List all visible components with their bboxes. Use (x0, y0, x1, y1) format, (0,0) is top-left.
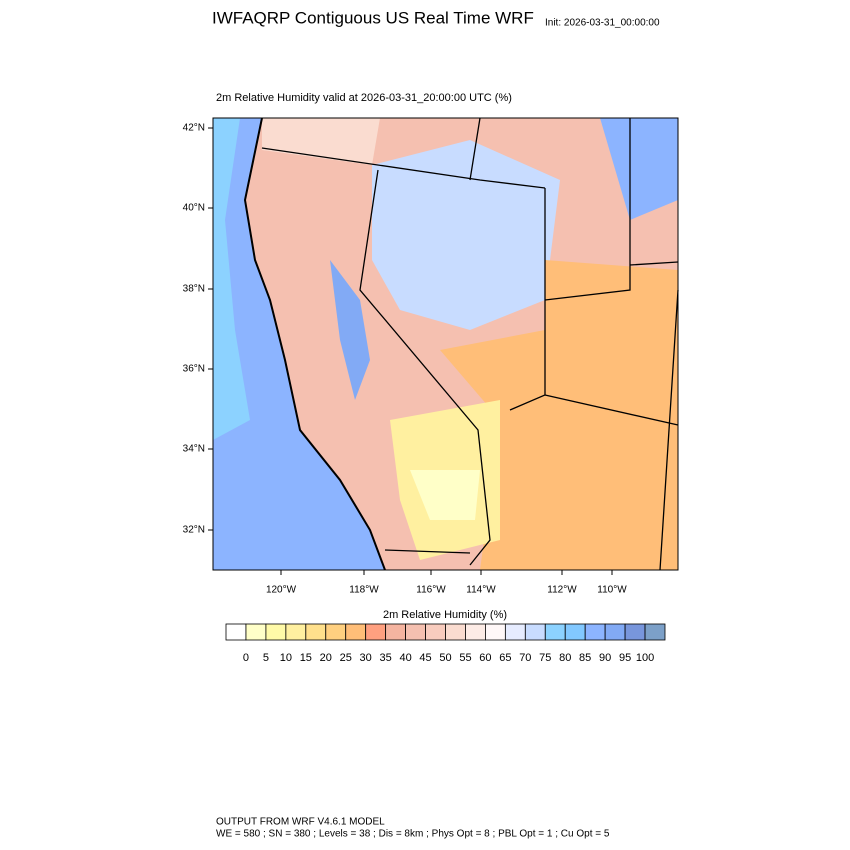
colorbar-label: 90 (599, 652, 611, 664)
colorbar-label: 25 (340, 652, 352, 664)
colorbar-label: 45 (419, 652, 431, 664)
colorbar-label: 50 (439, 652, 451, 664)
colorbar-label: 95 (619, 652, 631, 664)
lat-label: 42°N (183, 123, 205, 134)
ocean-far (213, 118, 385, 570)
sierra (330, 260, 370, 400)
colorbar-label: 80 (559, 652, 571, 664)
oregon (262, 118, 380, 165)
colorbar-box (345, 623, 367, 641)
lon-label: 112°W (547, 585, 577, 596)
lon-label: 114°W (466, 585, 496, 596)
colorbar-box (485, 623, 506, 641)
map (212, 117, 679, 571)
colorbar-label: 5 (263, 652, 269, 664)
colorbar-label: 0 (243, 652, 249, 664)
lon-label: 110°W (597, 585, 627, 596)
colorbar-title: 2m Relative Humidity (%) (383, 609, 507, 621)
ocean-near (213, 118, 250, 440)
boundaries (243, 117, 679, 571)
lat-label: 34°N (183, 444, 205, 455)
colorbar-label: 20 (320, 652, 332, 664)
title: IWFAQRP Contiguous US Real Time WRF (212, 8, 534, 27)
colorbar-box (465, 623, 486, 641)
lon-label: 120°W (266, 585, 297, 596)
lat-label: 36°N (183, 364, 205, 375)
colorbar-label: 30 (360, 652, 372, 664)
colorbar-box (405, 623, 426, 641)
colorbar-box (644, 623, 666, 641)
footer-line: WE = 580 ; SN = 380 ; Levels = 38 ; Dis … (216, 829, 610, 840)
colorbar-label: 15 (300, 652, 312, 664)
colorbar-label: 35 (380, 652, 392, 664)
colorbar-label: 85 (579, 652, 591, 664)
colorbar-box (305, 623, 327, 641)
lat-label: 32°N (183, 525, 205, 536)
footer-line: OUTPUT FROM WRF V4.6.1 MODEL (216, 817, 385, 828)
driest-region (410, 470, 480, 520)
colorbar-label: 60 (479, 652, 491, 664)
lat-label: 40°N (183, 203, 205, 214)
map-frame (212, 117, 679, 571)
colorbar-box (385, 623, 406, 641)
colorbar-box (225, 623, 247, 641)
colorbar-box (285, 623, 307, 641)
colorbar-label: 55 (459, 652, 471, 664)
colorbar-box (245, 623, 267, 641)
subtitle: 2m Relative Humidity valid at 2026-03-31… (216, 92, 512, 104)
colorbar-box (624, 623, 646, 641)
colorbar-box (265, 623, 287, 641)
colorbar-box (325, 623, 347, 641)
colorbar-box (604, 623, 626, 641)
lon-label: 118°W (349, 585, 379, 596)
colorbar-label: 75 (539, 652, 551, 664)
colorbar-box (544, 623, 566, 641)
colorbar-label: 40 (399, 652, 411, 664)
init-time: Init: 2026-03-31_00:00:00 (545, 18, 660, 29)
colorbar-box (524, 623, 546, 641)
colorbar-box (504, 623, 526, 641)
colorbar-label: 70 (519, 652, 531, 664)
moist-region (372, 140, 560, 330)
colorbar-label: 100 (636, 652, 654, 664)
colorbar-label: 65 (499, 652, 511, 664)
colorbar-box (584, 623, 606, 641)
colorbar-box (365, 623, 387, 641)
colorbar-box (445, 623, 466, 641)
colorbar-box (425, 623, 446, 641)
colorbar-label: 10 (280, 652, 292, 664)
moist-ne (600, 118, 678, 220)
lon-label: 116°W (416, 585, 446, 596)
colorbar-box (564, 623, 586, 641)
lat-label: 38°N (183, 284, 205, 295)
